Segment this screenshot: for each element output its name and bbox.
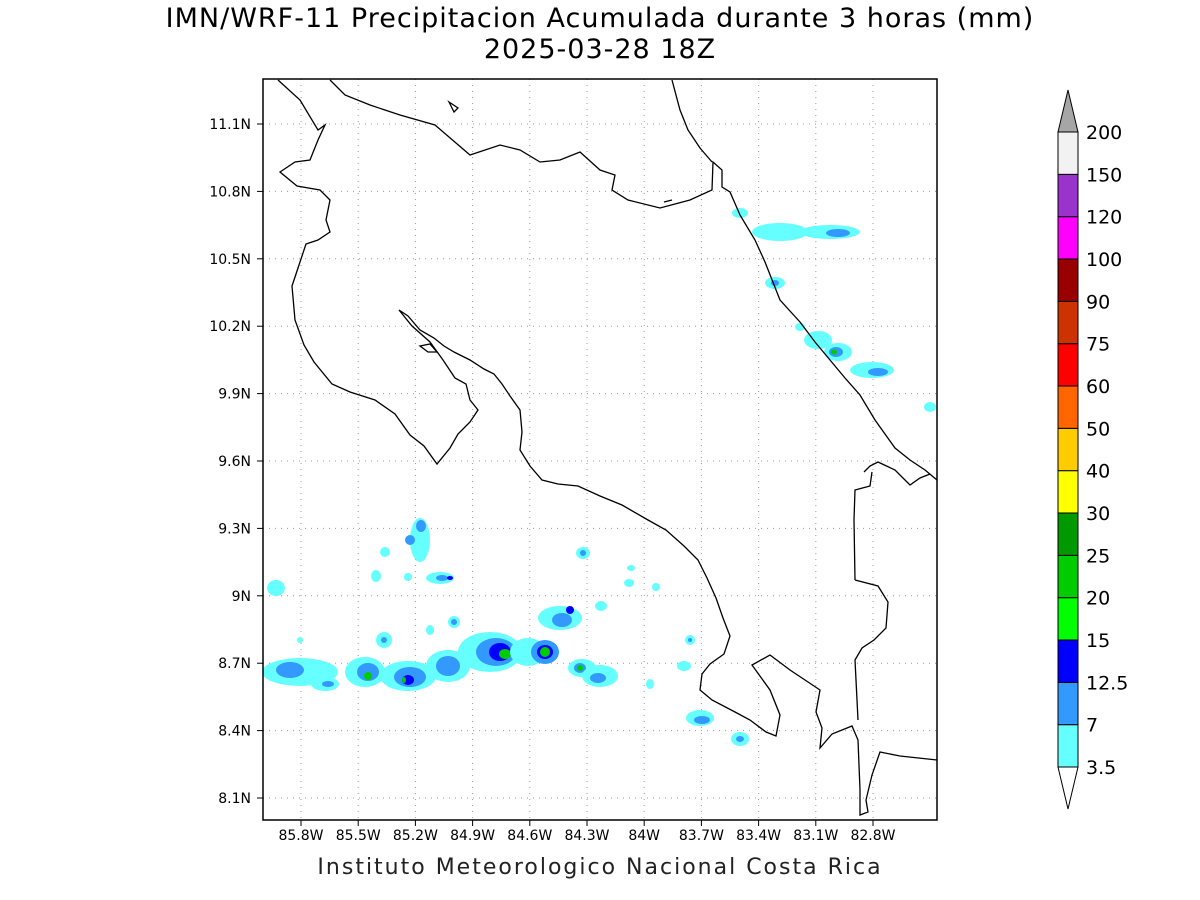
lat-tick-label: 10.8N xyxy=(209,184,251,200)
colorbar-level-label: 30 xyxy=(1086,503,1110,525)
lon-tick-label: 84.3W xyxy=(564,828,609,844)
colorbar-level-label: 75 xyxy=(1086,334,1110,356)
plot-frame xyxy=(262,78,938,821)
colorbar-level-label: 3.5 xyxy=(1086,757,1116,779)
colorbar-swatch xyxy=(1057,427,1079,472)
colorbar-legend: 3.5 7 12.5 15 20 25 30 40 50 60 75 90 100 120 150 200 xyxy=(1057,89,1128,810)
colorbar-level-label: 7 xyxy=(1086,715,1098,737)
lat-tick-label: 9.6N xyxy=(218,454,251,470)
colorbar-over-arrow xyxy=(1057,89,1079,133)
lat-tick-label: 8.1N xyxy=(218,791,251,807)
colorbar-swatch xyxy=(1057,258,1079,302)
colorbar-level-label: 25 xyxy=(1086,545,1110,567)
footer-credit: Instituto Meteorologico Nacional Costa R… xyxy=(317,855,883,880)
map-subtitle: 2025-03-28 18Z xyxy=(483,34,717,65)
lon-tick-label: 83.1W xyxy=(793,828,838,844)
lon-tick-label: 82.8W xyxy=(850,828,895,844)
longitude-labels: 85.8W 85.5W 85.2W 84.9W 84.6W 84.3W 84W 83.7W 83… xyxy=(278,820,896,844)
colorbar-level-label: 90 xyxy=(1086,291,1110,313)
colorbar-swatch xyxy=(1057,512,1079,556)
lat-tick-label: 8.7N xyxy=(218,656,251,672)
precip-band-south-pacific xyxy=(263,518,749,746)
lon-tick-label: 84W xyxy=(628,828,660,844)
colorbar-level-label: 200 xyxy=(1086,122,1122,144)
lat-tick-label: 10.5N xyxy=(209,252,251,268)
lat-tick-label: 10.2N xyxy=(209,319,251,335)
precip-band-north-caribbean xyxy=(732,208,936,412)
colorbar-level-label: 120 xyxy=(1086,207,1122,229)
map-plot-area: 85.8W 85.5W 85.2W 84.9W 84.6W 84.3W 84W 83.7W 83… xyxy=(209,78,938,844)
colorbar-level-label: 50 xyxy=(1086,418,1110,440)
lon-tick-label: 84.6W xyxy=(507,828,552,844)
colorbar-level-label: 60 xyxy=(1086,376,1110,398)
colorbar-under-arrow xyxy=(1057,766,1079,810)
colorbar-swatch xyxy=(1057,385,1079,429)
colorbar-swatch xyxy=(1057,470,1079,514)
colorbar-swatch xyxy=(1057,597,1079,641)
colorbar-level-label: 15 xyxy=(1086,630,1110,652)
colorbar-swatch xyxy=(1057,639,1079,683)
lat-tick-label: 8.4N xyxy=(218,724,251,740)
precip-field xyxy=(263,79,937,816)
lat-tick-label: 9.3N xyxy=(218,521,251,537)
lat-tick-label: 9N xyxy=(232,589,251,605)
latitude-labels: 11.1N 10.8N 10.5N 10.2N 9.9N 9.6N 9.3N 9N 8.7N 8.… xyxy=(209,117,263,807)
lon-tick-label: 85.8W xyxy=(278,828,323,844)
colorbar-swatch xyxy=(1057,554,1079,599)
colorbar-swatch xyxy=(1057,300,1079,345)
lat-lon-grid xyxy=(263,79,937,820)
lat-tick-label: 11.1N xyxy=(209,117,251,133)
colorbar-level-label: 20 xyxy=(1086,588,1110,610)
colorbar-swatch xyxy=(1057,173,1079,218)
lon-tick-label: 83.7W xyxy=(679,828,724,844)
colorbar-swatch xyxy=(1057,724,1079,768)
colorbar-swatch xyxy=(1057,681,1079,726)
lon-tick-label: 83.4W xyxy=(736,828,781,844)
lon-tick-label: 84.9W xyxy=(450,828,495,844)
colorbar-level-label: 150 xyxy=(1086,164,1122,186)
colorbar-swatch xyxy=(1057,131,1079,175)
colorbar-level-label: 12.5 xyxy=(1086,672,1128,694)
colorbar-swatch xyxy=(1057,343,1079,387)
lon-tick-label: 85.2W xyxy=(393,828,438,844)
lon-tick-label: 85.5W xyxy=(336,828,381,844)
map-title: IMN/WRF-11 Precipitacion Acumulada duran… xyxy=(165,3,1035,34)
colorbar-level-label: 40 xyxy=(1086,461,1110,483)
lat-tick-label: 9.9N xyxy=(218,387,251,403)
coastline-borders xyxy=(277,79,937,816)
colorbar-swatch xyxy=(1057,216,1079,260)
colorbar-level-label: 100 xyxy=(1086,249,1122,271)
plot-background xyxy=(263,79,937,820)
